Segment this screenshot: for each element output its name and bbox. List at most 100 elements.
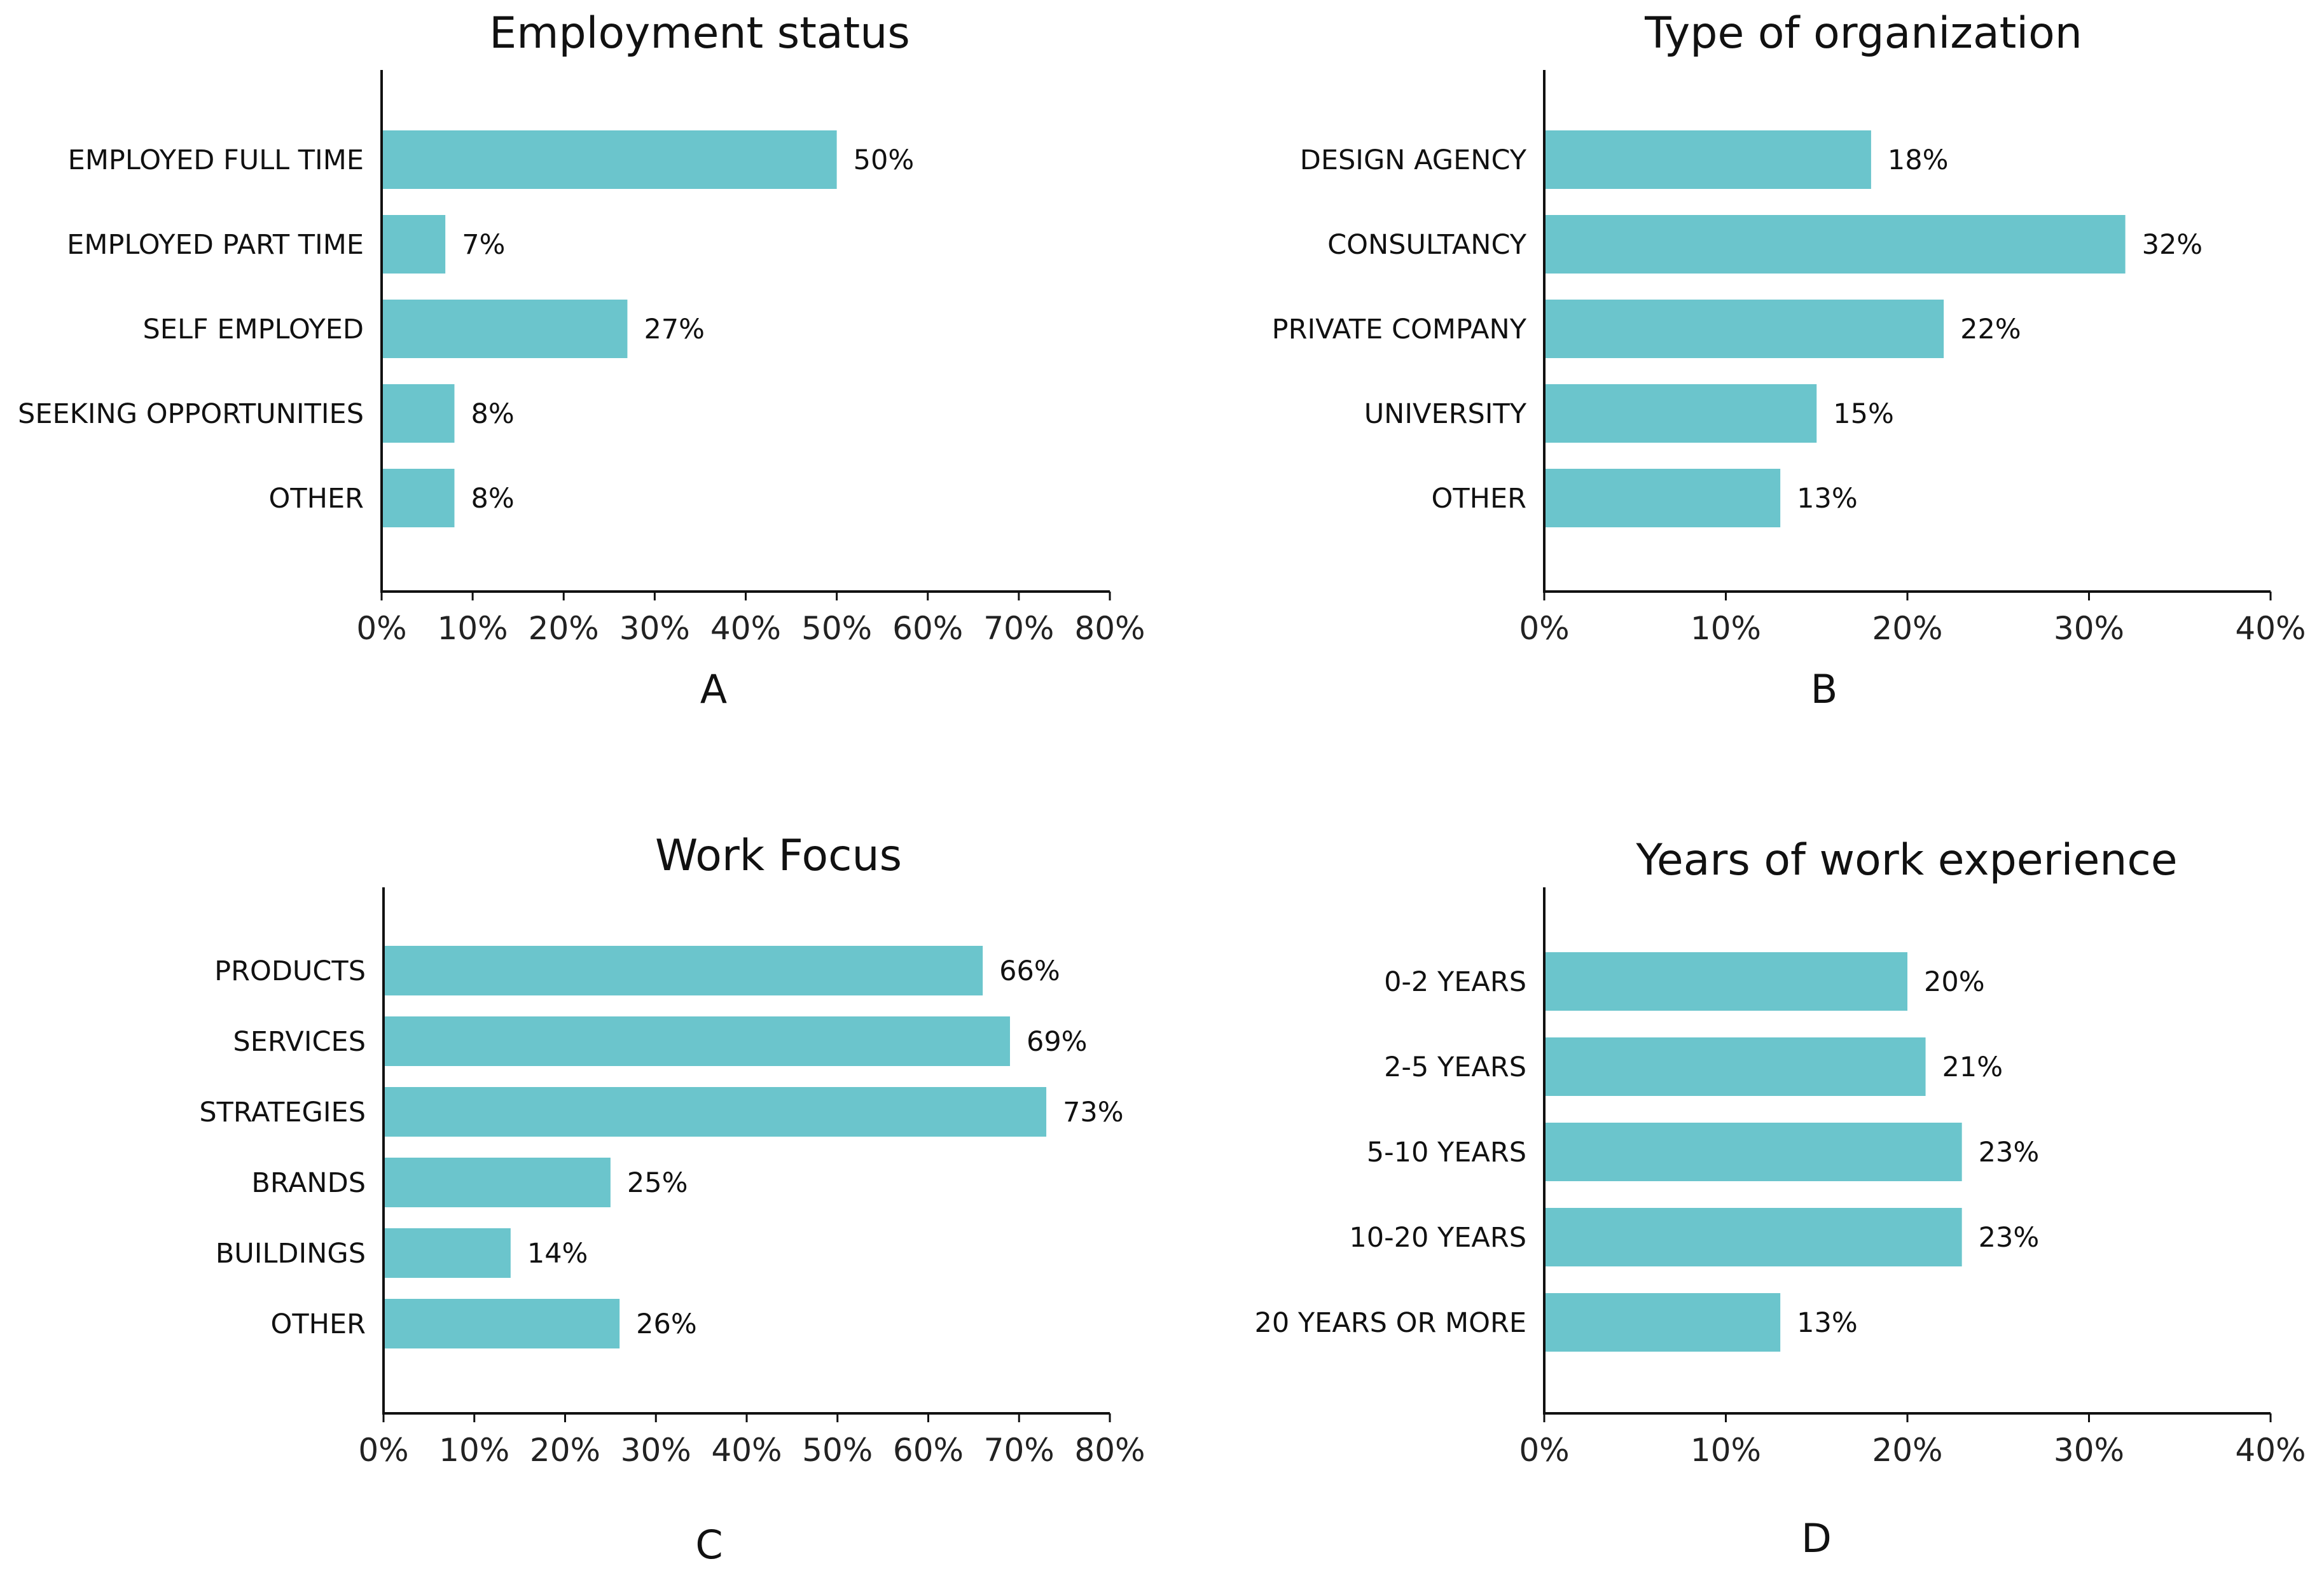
bar-seeking-opportunities [383,384,455,443]
category-label-products: PRODUCTS [214,955,366,987]
bar-group: PRODUCTS 66% SERVICES 69% STRATEGIES 73% BRAND… [199,946,1124,1348]
chart-panel-c: Work Focus PRODUCTS 66% SERVICES 69% STRATEG… [199,831,1145,1568]
bar-buildings [385,1228,511,1278]
x-tick-label: 30% [621,1432,691,1469]
x-tick-label: 40% [711,1432,782,1469]
panel-label: C [695,1521,723,1568]
x-tick-label: 80% [1074,1432,1145,1469]
value-label-other: 8% [471,483,515,515]
x-tick-label: 30% [619,610,690,647]
chart-title: Type of organization [1644,8,2082,59]
category-label-other: OTHER [269,483,364,515]
x-tick-label: 0% [1519,610,1569,647]
x-tick-label: 40% [2235,1432,2306,1469]
bar-brands [385,1158,611,1207]
axes: 0% 10% 20% 30% 40% 50% 60% 70% 80% [356,70,1145,647]
category-label-brands: BRANDS [251,1167,366,1199]
x-tick-label: 50% [801,610,872,647]
category-label-employed-part-time: EMPLOYED PART TIME [67,229,364,261]
chart-title: Work Focus [655,831,902,881]
x-tick-label: 30% [2054,1432,2124,1469]
x-tick-label: 50% [802,1432,873,1469]
category-label-university: UNIVERSITY [1364,398,1527,430]
bar-group: EMPLOYED FULL TIME 50% EMPLOYED PART TIME 7… [18,130,914,527]
bar-2-5-years [1546,1037,1926,1096]
x-tick-label: 20% [1872,610,1942,647]
category-label-self-employed: SELF EMPLOYED [143,314,364,345]
chart-panel-d: Years of work experience 0-2 YEARS 20% 2-5… [1255,835,2306,1562]
category-label-2-5-years: 2-5 YEARS [1384,1051,1526,1083]
bar-design-agency [1546,130,1871,189]
value-label-university: 15% [1833,398,1894,430]
bar-other [383,469,455,527]
x-tick-label: 0% [358,1432,408,1469]
x-tick-label: 40% [710,610,781,647]
value-label-employed-full-time: 50% [854,144,915,176]
bar-consultancy [1546,215,2126,274]
x-tick-label: 0% [356,610,406,647]
value-label-0-2-years: 20% [1924,966,1985,998]
axes: 0% 10% 20% 30% 40% 50% 60% 70% 80% [358,887,1145,1469]
x-tick-label: 80% [1074,610,1145,647]
panel-label: B [1811,666,1838,712]
value-label-2-5-years: 21% [1942,1051,2003,1083]
category-label-other: OTHER [271,1308,366,1340]
bar-group: 0-2 YEARS 20% 2-5 YEARS 21% 5-10 YEARS 23% 10-… [1255,952,2040,1352]
x-tick-label: 10% [1691,1432,1761,1469]
value-label-seeking-opportunities: 8% [471,398,515,430]
bar-self-employed [383,300,628,358]
category-label-seeking-opportunities: SEEKING OPPORTUNITIES [18,398,364,430]
value-label-design-agency: 18% [1888,144,1949,176]
category-label-consultancy: CONSULTANCY [1327,229,1527,261]
category-label-design-agency: DESIGN AGENCY [1300,144,1527,176]
bar-other [1546,469,1781,527]
value-label-products: 66% [999,955,1060,987]
bar-group: DESIGN AGENCY 18% CONSULTANCY 32% PRIVATE CO… [1272,130,2203,527]
panel-label: D [1801,1515,1832,1562]
category-label-0-2-years: 0-2 YEARS [1384,966,1526,998]
chart-panel-a: Employment status EMPLOYED FULL TIME 50%E… [18,8,1145,712]
bar-strategies [385,1087,1047,1137]
value-label-self-employed: 27% [644,314,705,345]
x-tick-label: 20% [530,1432,600,1469]
value-label-20-years-or-more: 13% [1797,1307,1858,1339]
axes: 0% 10% 20% 30% 40% [1519,70,2306,647]
x-tick-label: 10% [1691,610,1761,647]
bar-0-2-years [1546,952,1907,1011]
category-label-20-years-or-more: 20 YEARS OR MORE [1255,1307,1526,1339]
bar-products [385,946,983,995]
category-label-strategies: STRATEGIES [199,1097,366,1128]
x-tick-label: 70% [984,1432,1055,1469]
value-label-consultancy: 32% [2142,229,2203,261]
x-tick-label: 40% [2235,610,2306,647]
x-tick-label: 20% [1872,1432,1942,1469]
bar-employed-part-time [383,215,446,274]
bar-other [385,1299,620,1348]
value-label-employed-part-time: 7% [462,229,505,261]
value-label-strategies: 73% [1063,1097,1124,1128]
value-label-brands: 25% [627,1167,688,1199]
value-label-other: 13% [1797,483,1858,515]
panel-label: A [700,666,727,712]
bar-employed-full-time [383,130,837,189]
value-label-10-20-years: 23% [1979,1222,2040,1254]
bar-university [1546,384,1817,443]
value-label-other: 26% [636,1308,697,1340]
category-label-employed-full-time: EMPLOYED FULL TIME [68,144,364,176]
category-label-other: OTHER [1432,483,1527,515]
category-label-5-10-years: 5-10 YEARS [1367,1137,1526,1168]
bar-5-10-years [1546,1123,1962,1181]
x-tick-label: 60% [893,1432,964,1469]
x-tick-label: 20% [529,610,599,647]
category-label-services: SERVICES [233,1026,366,1058]
chart-panel-b: Type of organization DESIGN AGENCY 18% CON… [1272,8,2306,712]
x-tick-label: 60% [892,610,963,647]
chart-title: Years of work experience [1635,835,2177,885]
value-label-services: 69% [1027,1026,1088,1058]
category-label-private-company: PRIVATE COMPANY [1272,314,1527,345]
category-label-10-20-years: 10-20 YEARS [1349,1222,1526,1254]
x-tick-label: 10% [439,1432,509,1469]
bar-20-years-or-more [1546,1293,1781,1352]
x-tick-label: 0% [1519,1432,1569,1469]
